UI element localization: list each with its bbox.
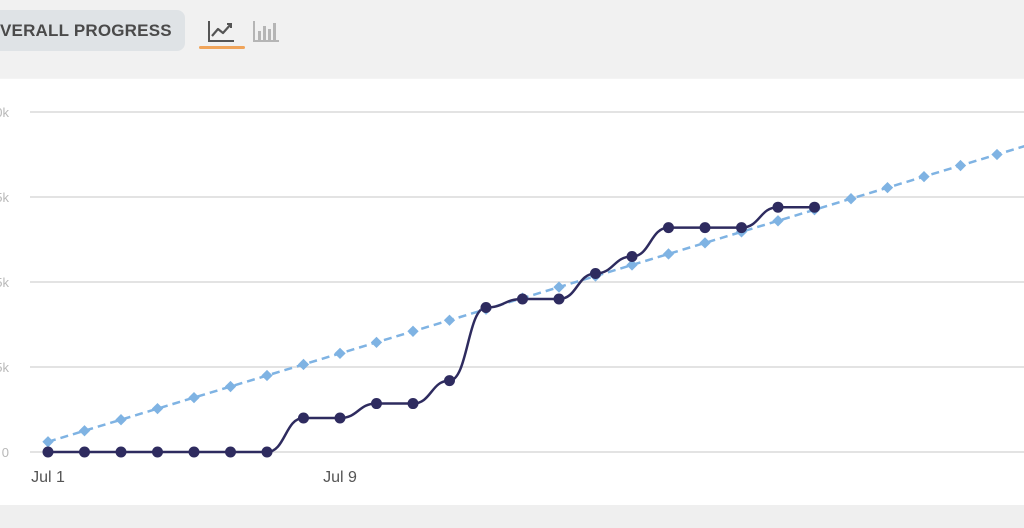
chart-header: VERALL PROGRESS — [0, 0, 1024, 78]
tab-overall-progress[interactable]: VERALL PROGRESS — [0, 10, 185, 51]
target-point[interactable] — [845, 193, 857, 205]
actual-point[interactable] — [699, 222, 711, 234]
target-point[interactable] — [772, 215, 784, 227]
actual-point[interactable] — [79, 446, 90, 458]
actual-point[interactable] — [590, 268, 601, 279]
target-point[interactable] — [407, 325, 419, 337]
target-point[interactable] — [297, 358, 310, 371]
actual-point[interactable] — [115, 446, 127, 458]
series-line-target — [47, 145, 1024, 443]
actual-point[interactable] — [188, 446, 200, 458]
target-point[interactable] — [224, 380, 237, 393]
chart-area: 0 5k 5k 5k 0k Jul 1 Jul 9 — [0, 79, 1024, 505]
y-tick-label: 5k — [0, 275, 9, 290]
actual-point[interactable] — [809, 201, 820, 213]
y-tick-label: 0k — [0, 105, 9, 120]
actual-point[interactable] — [444, 375, 455, 387]
target-point[interactable] — [42, 436, 54, 448]
target-point[interactable] — [954, 159, 967, 172]
series-line-actual — [48, 205, 815, 454]
actual-point[interactable] — [371, 398, 382, 410]
target-point[interactable] — [699, 237, 711, 249]
x-tick-label: Jul 1 — [31, 469, 65, 486]
tab-overall-progress-label: VERALL PROGRESS — [0, 20, 172, 40]
y-tick-label: 5k — [0, 190, 9, 205]
target-point[interactable] — [78, 425, 91, 437]
target-point[interactable] — [881, 181, 894, 194]
actual-point[interactable] — [553, 293, 565, 305]
target-point[interactable] — [918, 170, 930, 183]
target-point[interactable] — [626, 259, 638, 271]
progress-line-chart: 0 5k 5k 5k 0k Jul 1 Jul 9 — [0, 105, 1024, 486]
target-point[interactable] — [443, 314, 456, 326]
actual-point[interactable] — [663, 222, 674, 234]
footer-strip — [0, 505, 1024, 528]
target-point[interactable] — [151, 402, 164, 415]
actual-point[interactable] — [334, 412, 346, 424]
actual-point[interactable] — [736, 222, 747, 234]
actual-point[interactable] — [42, 446, 54, 458]
target-point[interactable] — [261, 369, 273, 382]
target-point[interactable] — [188, 391, 200, 404]
active-tab-indicator — [199, 46, 245, 49]
target-point[interactable] — [115, 414, 127, 426]
bar-chart-icon[interactable] — [249, 14, 283, 48]
actual-point[interactable] — [407, 398, 419, 410]
actual-point[interactable] — [261, 446, 273, 458]
actual-point[interactable] — [298, 412, 309, 424]
target-point[interactable] — [370, 336, 383, 349]
target-point[interactable] — [334, 347, 346, 360]
actual-point[interactable] — [152, 446, 163, 458]
y-tick-label: 0 — [2, 445, 9, 460]
target-point[interactable] — [991, 148, 1003, 161]
actual-point[interactable] — [772, 201, 784, 213]
actual-point[interactable] — [480, 302, 492, 313]
target-point[interactable] — [553, 281, 565, 293]
actual-point[interactable] — [225, 446, 236, 458]
y-tick-label: 5k — [0, 360, 9, 375]
target-point[interactable] — [662, 248, 675, 260]
x-tick-label: Jul 9 — [323, 469, 357, 486]
line-chart-icon[interactable] — [204, 14, 238, 48]
actual-point[interactable] — [517, 293, 528, 305]
actual-point[interactable] — [626, 251, 638, 262]
